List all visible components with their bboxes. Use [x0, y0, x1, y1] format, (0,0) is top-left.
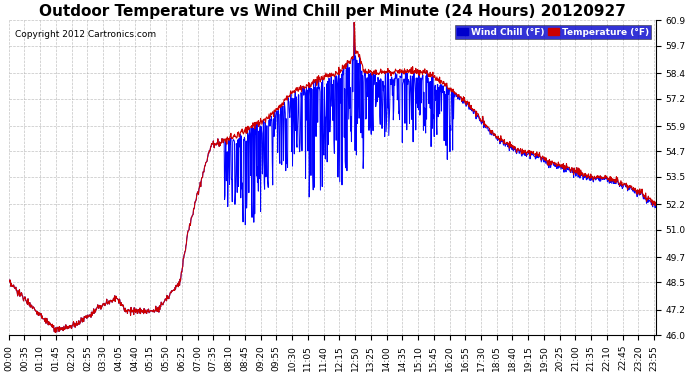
Legend: Wind Chill (°F), Temperature (°F): Wind Chill (°F), Temperature (°F): [455, 25, 651, 39]
Text: Copyright 2012 Cartronics.com: Copyright 2012 Cartronics.com: [15, 30, 156, 39]
Title: Outdoor Temperature vs Wind Chill per Minute (24 Hours) 20120927: Outdoor Temperature vs Wind Chill per Mi…: [39, 4, 626, 19]
